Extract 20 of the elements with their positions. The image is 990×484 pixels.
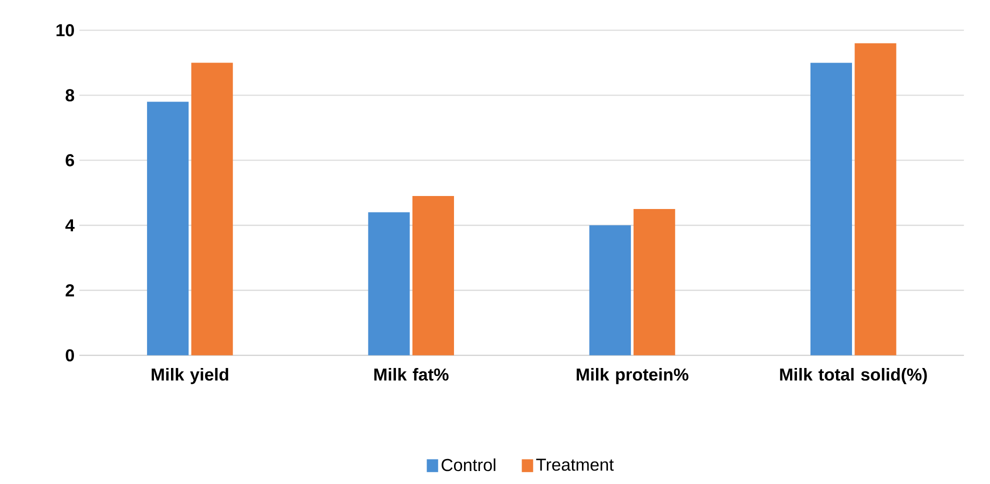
bar [810, 62, 852, 356]
bar [147, 102, 189, 356]
x-tick-label: Milk yield [152, 368, 228, 384]
bar [412, 196, 454, 356]
y-tick-label: 10 [56, 24, 74, 36]
bar [191, 62, 233, 356]
y-tick-label: 8 [66, 89, 74, 102]
y-tick-label: 0 [66, 349, 74, 362]
bar [854, 43, 896, 356]
bar [589, 225, 631, 356]
y-tick-label: 6 [66, 154, 74, 166]
x-tick-label: Milk total solid(%) [780, 368, 927, 384]
y-tick-label: 2 [66, 284, 74, 296]
x-tick-label: Milk protein% [576, 368, 688, 384]
legend-label: Control [442, 458, 496, 472]
y-tick-label: 4 [65, 219, 75, 232]
legend-label: Treatment [536, 458, 614, 471]
x-tick-label: Milk fat% [374, 368, 449, 381]
bar [634, 209, 676, 356]
bar [368, 212, 410, 356]
